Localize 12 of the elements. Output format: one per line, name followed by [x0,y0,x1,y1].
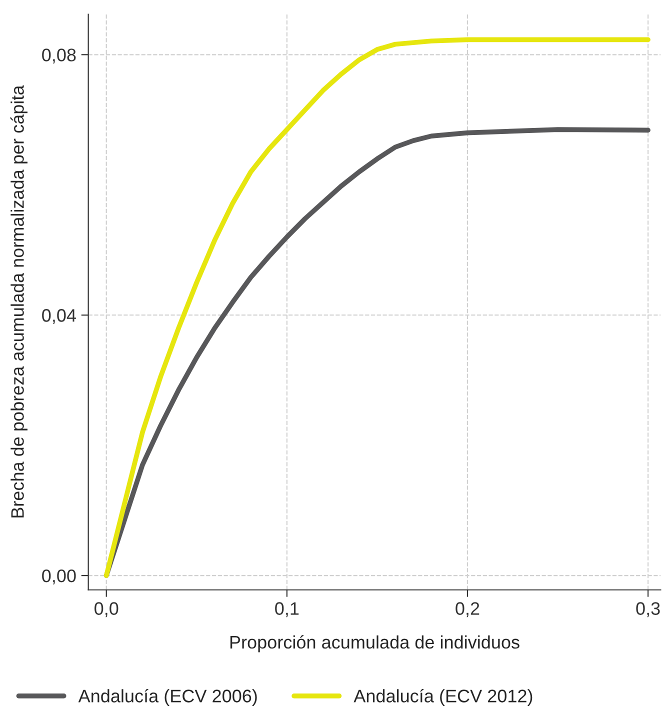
x-tick-label: 0,3 [636,602,660,618]
x-tick-label: 0,2 [456,602,480,618]
x-tick-label: 0,1 [275,602,299,618]
legend-label: Andalucía (ECV 2012) [354,688,532,706]
y-axis-title: Brecha de pobreza acumulada normalizada per cápita [10,85,28,518]
y-tick-label: 0,00 [42,569,76,584]
x-tick-label: 0,0 [94,602,118,618]
x-axis-title: Proporción acumulada de individuos [230,635,520,652]
y-tick-label: 0,04 [42,309,76,324]
line-series [104,37,650,578]
y-tick-label: 0,08 [42,48,76,64]
legend-label: Andalucía (ECV 2006) [78,688,257,706]
